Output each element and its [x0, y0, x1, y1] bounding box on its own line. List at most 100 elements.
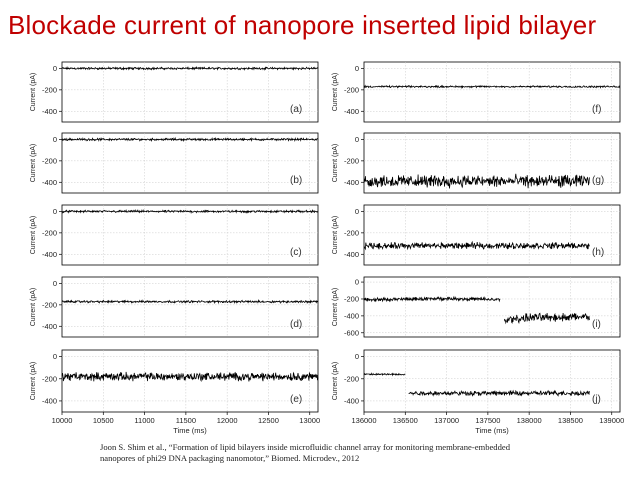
panel-e-xtick-label: 10000 [52, 416, 73, 425]
panel-b-ytick-label: -400 [42, 178, 57, 187]
panel-c-ytick-label: 0 [53, 207, 57, 216]
panel-f-trace-0 [363, 84, 621, 89]
panel-i-ytick-label: -200 [344, 295, 359, 304]
panel-f-ytick-label: -400 [344, 107, 359, 116]
panel-c-ytick-label: -200 [42, 228, 57, 237]
panel-e-trace-0 [61, 371, 319, 383]
panel-j-trace-0 [363, 372, 406, 377]
panel-i-ytick-label: 0 [355, 278, 359, 287]
panel-i-ytick-label: -400 [344, 311, 359, 320]
panel-j-xtick-label: 139000 [599, 416, 624, 425]
panel-j-ytick-label: -400 [344, 397, 359, 406]
panel-i-trace-1 [504, 312, 590, 325]
panel-d: 0 -200 -400 Current (pA) (d) [30, 276, 319, 338]
panel-f-ytick-label: -200 [344, 85, 359, 94]
panel-c-frame [61, 204, 319, 266]
panel-d-frame [61, 276, 319, 338]
panel-i: 0 -200 -400 -600 Current (pA) (i) [332, 276, 621, 338]
panel-b-ytick-label: 0 [53, 135, 57, 144]
panel-e-xtick-label: 10500 [93, 416, 114, 425]
panel-e-label: (e) [290, 394, 302, 405]
panel-f-frame [363, 61, 621, 123]
panel-i-frame [363, 276, 621, 338]
panel-f: 0 -200 -400 Current (pA) (f) [332, 61, 621, 123]
panel-h-ytick-label: -400 [344, 250, 359, 259]
panel-e: 0 -200 -400 10000 10500 11000 11500 12000 12500 1… [30, 349, 320, 435]
panel-d-trace-0 [61, 299, 319, 305]
panel-j-xlabel: Time (ms) [475, 426, 509, 435]
panel-g-ylabel: Current (pA) [332, 144, 339, 183]
panel-d-ylabel: Current (pA) [30, 288, 37, 327]
panel-e-frame [61, 349, 319, 413]
panel-a-frame [61, 61, 319, 123]
panel-g-trace-0 [363, 173, 590, 189]
panel-g-label: (g) [592, 175, 604, 186]
panel-h-label: (h) [592, 247, 604, 258]
citation-line-2: nanopores of phi29 DNA packaging nanomot… [100, 452, 360, 463]
panel-e-xtick-label: 12500 [258, 416, 279, 425]
panel-h: 0 -200 -400 Current (pA) (h) [332, 204, 621, 266]
panel-j-label: (j) [592, 394, 601, 405]
panel-a-ytick-label: 0 [53, 64, 57, 73]
panel-j-xtick-label: 136000 [351, 416, 376, 425]
panel-a: 0 -200 -400 Current (pA) (a) [30, 61, 319, 123]
panel-e-xlabel: Time (ms) [173, 426, 207, 435]
panel-c-trace-0 [61, 208, 319, 214]
panel-a-label: (a) [290, 104, 302, 115]
panel-g-ytick-label: -400 [344, 178, 359, 187]
panel-c-ytick-label: -400 [42, 250, 57, 259]
panel-c: 0 -200 -400 Current (pA) (c) [30, 204, 319, 266]
panel-g-ytick-label: 0 [355, 135, 359, 144]
citation-line-1: Joon S. Shim et al., “Formation of lipid… [100, 442, 511, 452]
panel-b-label: (b) [290, 175, 302, 186]
panel-e-ylabel: Current (pA) [30, 362, 37, 401]
panel-a-ytick-label: -400 [42, 107, 57, 116]
panel-h-ytick-label: 0 [355, 207, 359, 216]
panel-e-ytick-label: -400 [42, 397, 57, 406]
panel-b-ytick-label: -200 [42, 156, 57, 165]
panel-j: 0 -200 -400 136000 136500 137000 137500 138000 1… [332, 349, 624, 435]
panel-b-frame [61, 132, 319, 194]
panel-b-trace-0 [61, 136, 319, 143]
panel-j-ylabel: Current (pA) [332, 362, 339, 401]
panel-e-xtick-label: 11500 [176, 416, 196, 425]
panel-e-xtick-label: 11000 [134, 416, 154, 425]
panel-j-frame [363, 349, 621, 413]
panel-f-ytick-label: 0 [355, 64, 359, 73]
panel-h-frame [363, 204, 621, 266]
panel-j-xtick-label: 136500 [393, 416, 418, 425]
panel-h-ytick-label: -200 [344, 228, 359, 237]
panel-j-trace-1 [408, 389, 590, 397]
panel-j-xtick-label: 137000 [434, 416, 459, 425]
panel-i-ylabel: Current (pA) [332, 288, 339, 327]
panel-g-ytick-label: -200 [344, 156, 359, 165]
panel-j-xtick-label: 138000 [517, 416, 542, 425]
panel-a-trace-0 [61, 65, 319, 71]
panel-h-trace-0 [363, 240, 590, 251]
panel-e-ytick-label: 0 [53, 352, 57, 361]
panel-j-ytick-label: 0 [355, 352, 359, 361]
panel-d-ytick-label: 0 [53, 279, 57, 288]
panel-e-xtick-label: 12000 [217, 416, 238, 425]
panel-e-xtick-label: 13000 [299, 416, 320, 425]
panel-j-xtick-label: 138500 [558, 416, 583, 425]
panel-d-ytick-label: -200 [42, 300, 57, 309]
panel-d-ytick-label: -400 [42, 322, 57, 331]
panel-c-ylabel: Current (pA) [30, 216, 37, 255]
panel-i-ytick-label: -600 [344, 328, 359, 337]
panel-i-trace-0 [363, 295, 501, 303]
panel-j-xtick-label: 137500 [475, 416, 500, 425]
panel-b-ylabel: Current (pA) [30, 144, 37, 183]
panel-j-ytick-label: -200 [344, 374, 359, 383]
panel-a-ytick-label: -200 [42, 85, 57, 94]
panel-e-ytick-label: -200 [42, 374, 57, 383]
panel-g: 0 -200 -400 Current (pA) (g) [332, 132, 621, 194]
panel-c-label: (c) [290, 247, 302, 258]
slide-title: Blockade current of nanopore inserted li… [8, 10, 597, 40]
panel-a-ylabel: Current (pA) [30, 73, 37, 112]
panel-f-label: (f) [592, 104, 601, 115]
panel-i-label: (i) [592, 319, 601, 330]
panel-d-label: (d) [290, 319, 302, 330]
citation: Joon S. Shim et al., “Formation of lipid… [100, 442, 610, 463]
